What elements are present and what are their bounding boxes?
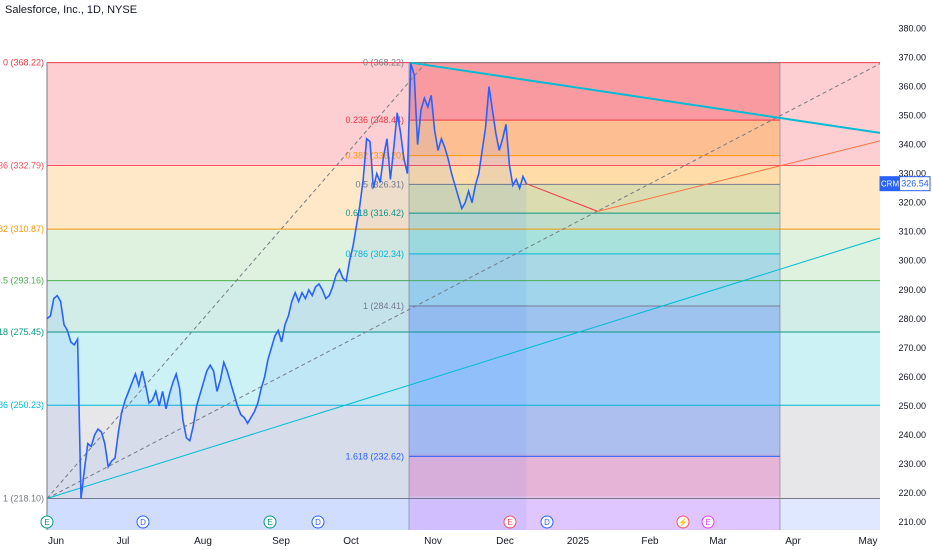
time-tick-label: Dec xyxy=(496,536,514,547)
fib-ext-label: 0.382 (336.20) xyxy=(345,151,404,161)
fib-band xyxy=(47,62,880,166)
fib-level-label: 0.618 (275.45) xyxy=(0,327,44,337)
event-marker-letter: E xyxy=(705,518,710,527)
event-marker[interactable] xyxy=(40,515,54,529)
price-tick-label: 380.00 xyxy=(898,23,926,33)
fib-band xyxy=(47,498,880,530)
fib-level-label: 0.236 (332.79) xyxy=(0,161,44,171)
chart-title: Salesforce, Inc., 1D, NYSE xyxy=(5,4,138,16)
time-tick-label: Mar xyxy=(709,536,727,547)
price-tick-label: 240.00 xyxy=(898,430,926,440)
fib-level-label: 0 (368.22) xyxy=(3,58,44,68)
fib-ext-band xyxy=(409,213,780,254)
fib-ext-label: 1 (284.41) xyxy=(363,301,404,311)
event-marker[interactable] xyxy=(311,515,325,529)
fib-level-label: 0.5 (293.16) xyxy=(0,276,44,286)
fib-level-label: 0.382 (310.87) xyxy=(0,224,44,234)
event-marker-letter: E xyxy=(267,518,272,527)
fib-ext-band xyxy=(409,305,780,457)
time-tick-label: 2025 xyxy=(567,536,590,547)
time-tick-label: Oct xyxy=(343,536,359,547)
time-tick-label: Nov xyxy=(424,536,442,547)
dashed-trend-line xyxy=(46,60,429,499)
fib-ext-label: 0.5 (326.31) xyxy=(355,179,404,189)
price-tick-label: 220.00 xyxy=(898,488,926,498)
event-marker[interactable] xyxy=(263,515,277,529)
price-tick-label: 230.00 xyxy=(898,459,926,469)
price-tick-label: 280.00 xyxy=(898,314,926,324)
time-tick-label: Apr xyxy=(785,536,801,547)
last-price-symbol: CRM xyxy=(881,180,900,189)
price-tick-label: 290.00 xyxy=(898,285,926,295)
price-tick-label: 350.00 xyxy=(898,111,926,121)
fib-ext-band xyxy=(409,456,780,530)
support-trend-line xyxy=(46,231,901,499)
resistance-trend-line xyxy=(410,61,901,137)
time-tick-label: Feb xyxy=(641,536,659,547)
price-tick-label: 320.00 xyxy=(898,198,926,208)
dashed-trend-line xyxy=(46,61,884,499)
fib-band xyxy=(47,229,880,281)
rising-trend-line xyxy=(526,183,598,212)
price-tick-label: 340.00 xyxy=(898,140,926,150)
fib-ext-label: 0.618 (316.42) xyxy=(345,208,404,218)
event-marker[interactable] xyxy=(503,515,517,529)
event-marker-letter: ⚡ xyxy=(678,517,688,527)
fib-ext-band xyxy=(409,253,780,306)
price-axis[interactable] xyxy=(880,0,932,550)
event-marker-letter: E xyxy=(507,518,512,527)
price-tick-label: 370.00 xyxy=(898,53,926,63)
fib-ext-band xyxy=(409,155,780,185)
fib-ext-label: 1.618 (232.62) xyxy=(345,451,404,461)
price-tick-label: 210.00 xyxy=(898,517,926,527)
fib-ext-label: 0.786 (302.34) xyxy=(345,249,404,259)
price-tick-label: 260.00 xyxy=(898,372,926,382)
time-tick-label: Sep xyxy=(272,536,290,547)
price-tick-label: 360.00 xyxy=(898,82,926,92)
event-marker[interactable] xyxy=(701,515,715,529)
event-marker-letter: D xyxy=(140,518,146,527)
fib-ext-label: 0 (368.22) xyxy=(363,58,404,68)
fib-ext-band xyxy=(409,454,780,497)
price-tick-label: 300.00 xyxy=(898,256,926,266)
fib-level-label: 0.786 (250.23) xyxy=(0,400,44,410)
event-marker-letter: D xyxy=(544,518,550,527)
event-marker[interactable] xyxy=(540,515,554,529)
time-tick-label: Jul xyxy=(117,536,130,547)
last-price-value: 326.54 xyxy=(901,179,929,189)
event-marker-letter: E xyxy=(44,518,49,527)
last-price-symbol-badge xyxy=(880,176,900,191)
fib-ext-label: 0.236 (348.44) xyxy=(345,115,404,125)
time-tick-label: May xyxy=(859,536,878,547)
fib-ext-band xyxy=(409,120,780,156)
price-line xyxy=(46,63,528,499)
price-tick-label: 330.00 xyxy=(898,169,926,179)
event-marker[interactable] xyxy=(676,515,690,529)
price-tick-label: 250.00 xyxy=(898,401,926,411)
event-marker-letter: D xyxy=(315,518,321,527)
time-tick-label: Jun xyxy=(48,536,64,547)
price-tick-label: 310.00 xyxy=(898,227,926,237)
event-marker[interactable] xyxy=(136,515,150,529)
fib-band xyxy=(47,405,880,499)
time-axis[interactable] xyxy=(0,530,880,550)
fib-level-label: 1 (218.10) xyxy=(3,493,44,503)
fib-band xyxy=(47,165,880,230)
rising-trend-line xyxy=(597,135,901,212)
price-area xyxy=(47,63,527,531)
time-tick-label: Aug xyxy=(194,536,212,547)
price-tick-label: 270.00 xyxy=(898,343,926,353)
